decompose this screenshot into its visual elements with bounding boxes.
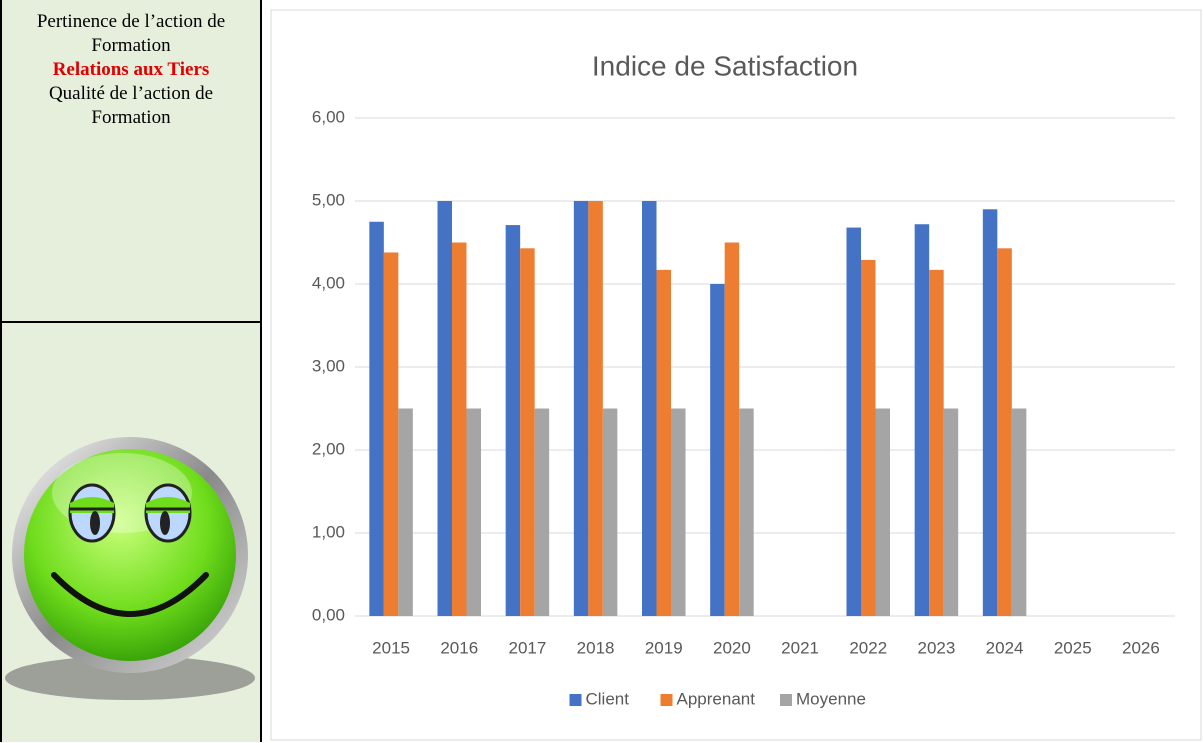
- x-tick-label: 2025: [1054, 638, 1092, 657]
- side-table: Pertinence de l’action de Formation Rela…: [0, 0, 262, 742]
- legend-label: Apprenant: [677, 689, 756, 708]
- bar: [520, 248, 535, 616]
- x-tick-label: 2019: [645, 638, 683, 657]
- legend-label: Client: [586, 689, 630, 708]
- x-tick-label: 2016: [440, 638, 478, 657]
- bar: [466, 408, 481, 616]
- legend-swatch: [660, 694, 673, 706]
- bar: [943, 408, 959, 616]
- bar: [642, 201, 657, 616]
- bar: [573, 201, 589, 616]
- y-tick-label: 4,00: [312, 273, 345, 292]
- x-tick-label: 2026: [1122, 638, 1160, 657]
- x-tick-label: 2023: [918, 638, 956, 657]
- bar: [588, 201, 603, 616]
- chart: Indice de Satisfaction 0,00 1,00 2,00 3,00 4…: [270, 9, 1202, 741]
- bar: [534, 408, 550, 616]
- legend-label: Moyenne: [796, 689, 866, 708]
- legend-swatch: [569, 694, 582, 706]
- x-tick-label: 2024: [986, 638, 1024, 657]
- y-tick-label: 2,00: [312, 439, 345, 458]
- bar: [602, 408, 618, 616]
- bar: [383, 252, 399, 616]
- bar: [846, 227, 861, 616]
- bar: [875, 408, 890, 616]
- criterion-highlight: Relations aux Tiers: [52, 59, 210, 80]
- bar: [505, 225, 521, 616]
- bar: [861, 259, 876, 616]
- bar: [724, 242, 740, 616]
- x-tick-label: 2022: [849, 638, 887, 657]
- bar: [671, 408, 686, 616]
- x-tick-label: 2021: [781, 638, 819, 657]
- bar: [739, 408, 754, 616]
- y-tick-label: 6,00: [312, 107, 345, 126]
- chart-title: Indice de Satisfaction: [592, 50, 858, 81]
- bar: [452, 242, 467, 616]
- bar: [369, 221, 384, 616]
- criteria-cell: Pertinence de l’action de Formation Rela…: [0, 0, 260, 323]
- y-tick-label: 0,00: [312, 605, 345, 624]
- y-tick-label: 1,00: [312, 522, 345, 541]
- smiley: [5, 437, 255, 700]
- bar: [929, 269, 944, 616]
- criterion: Qualité de l’action de Formation: [48, 83, 214, 128]
- smiley-cell: [0, 323, 260, 742]
- y-tick-label: 5,00: [312, 190, 345, 209]
- x-tick-label: 2020: [713, 638, 751, 657]
- x-tick-label: 2015: [372, 638, 410, 657]
- bar: [914, 224, 930, 617]
- x-tick-label: 2018: [577, 638, 615, 657]
- bar: [398, 408, 413, 616]
- bar: [437, 201, 452, 616]
- bar: [656, 269, 671, 616]
- y-tick-label: 3,00: [312, 356, 345, 375]
- x-tick-label: 2017: [509, 638, 547, 657]
- criterion: Pertinence de l’action de Formation: [36, 11, 226, 56]
- legend-swatch: [780, 694, 792, 706]
- bar: [997, 248, 1012, 616]
- bar: [710, 284, 725, 616]
- bar: [1011, 408, 1027, 616]
- bar: [982, 209, 998, 617]
